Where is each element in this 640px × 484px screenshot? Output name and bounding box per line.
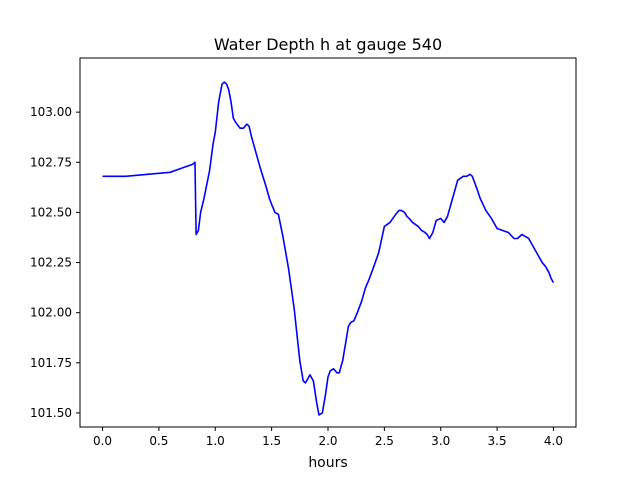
chart-title: Water Depth h at gauge 540 bbox=[214, 35, 442, 54]
x-tick-label: 0.5 bbox=[149, 434, 168, 448]
x-axis: 0.0 0.5 1.0 1.5 2.0 2.5 3.0 3.5 4.0 bbox=[93, 427, 563, 448]
x-tick-label: 3.0 bbox=[431, 434, 450, 448]
series-line-1 bbox=[102, 81, 555, 416]
y-tick-label: 103.00 bbox=[30, 105, 72, 119]
x-axis-label: hours bbox=[308, 455, 347, 471]
x-tick-label: 4.0 bbox=[544, 434, 563, 448]
x-tick-label: 2.5 bbox=[375, 434, 394, 448]
y-tick-label: 102.50 bbox=[30, 205, 72, 219]
y-tick-label: 102.75 bbox=[30, 155, 72, 169]
x-tick-label: 3.5 bbox=[488, 434, 507, 448]
y-tick-label: 101.75 bbox=[30, 356, 72, 370]
y-tick-label: 102.00 bbox=[30, 306, 72, 320]
y-tick-label: 102.25 bbox=[30, 256, 72, 270]
x-tick-label: 1.5 bbox=[262, 434, 281, 448]
x-tick-label: 0.0 bbox=[93, 434, 112, 448]
y-axis: 101.50 101.75 102.00 102.25 102.50 102.75 103.… bbox=[30, 105, 80, 420]
y-tick-label: 101.50 bbox=[30, 406, 72, 420]
x-tick-label: 1.0 bbox=[206, 434, 225, 448]
x-tick-label: 2.0 bbox=[318, 434, 337, 448]
